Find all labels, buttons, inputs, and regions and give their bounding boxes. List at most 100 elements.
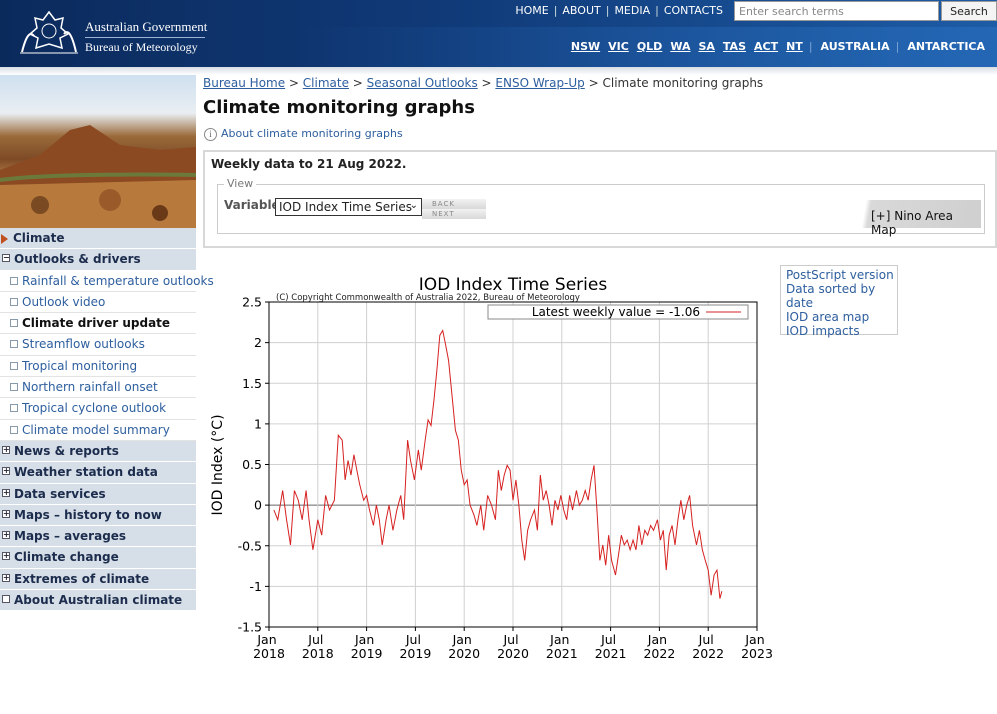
y-tick-label: 0 [254, 498, 262, 513]
breadcrumb-link[interactable]: Seasonal Outlooks [366, 76, 478, 90]
state-nav-link[interactable]: AUSTRALIA [820, 40, 890, 53]
chart-title: IOD Index Time Series [419, 275, 608, 295]
nav-group[interactable]: + Extremes of climate [0, 568, 196, 591]
nav-group[interactable]: − Outlooks & drivers [0, 249, 196, 271]
y-tick-label: 1 [254, 416, 262, 431]
search-input[interactable]: Enter search terms [734, 1, 939, 21]
nav-item-label: Climate model summary [22, 422, 170, 437]
side-link[interactable]: Data sorted by date [786, 282, 876, 310]
sidebar: Climate − Outlooks & drivers Rainfall & t… [0, 75, 214, 612]
breadcrumb-current: Climate monitoring graphs [602, 76, 764, 90]
section-heading[interactable]: Climate [0, 228, 196, 250]
state-nav-link[interactable]: VIC [608, 40, 629, 53]
nav-group[interactable]: + Data services [0, 483, 196, 505]
selected-option: IOD Index Time Series [279, 200, 412, 214]
state-nav: NSW VIC QLD WA SA TAS ACT NT | AUSTRALIA | ANTARCTI… [570, 40, 985, 53]
nav-group[interactable]: + Climate change [0, 547, 196, 569]
top-nav-link[interactable]: CONTACTS [663, 4, 723, 17]
state-nav-link[interactable]: WA [670, 40, 691, 53]
nav-item-label: Tropical monitoring [22, 358, 138, 373]
nav-item-label: Streamflow outlooks [22, 337, 145, 352]
nav-group[interactable]: + Weather station data [0, 462, 196, 484]
x-tick-label: Jan 2019 [351, 632, 383, 661]
nav-item-label: Climate driver update [22, 316, 171, 331]
nav-group[interactable]: + Maps – history to now [0, 504, 196, 527]
nav-item[interactable]: Tropical monitoring [0, 355, 196, 378]
nav-group-label: Maps – history to now [14, 507, 162, 522]
breadcrumb-link[interactable]: ENSO Wrap-Up [495, 76, 585, 90]
legend-box [487, 304, 749, 320]
sidebar-photo [0, 75, 196, 228]
header: Australian Government Bureau of Meteorol… [0, 0, 997, 67]
weekly-note: Weekly data to 21 Aug 2022. [211, 157, 407, 171]
y-tick-label: -1 [250, 579, 262, 594]
breadcrumb-link[interactable]: Climate [302, 76, 349, 90]
view-legend: View [224, 177, 257, 190]
side-link[interactable]: IOD area map [786, 310, 870, 324]
x-tick-label: Jan 2023 [741, 632, 773, 661]
y-tick-label: 2.5 [242, 295, 262, 310]
side-link[interactable]: PostScript version [786, 268, 894, 282]
nav-group-label: Data services [14, 486, 106, 501]
nav-group-label: Weather station data [14, 465, 158, 480]
x-tick-label: Jan 2021 [546, 632, 578, 661]
back-button[interactable]: BACK [422, 199, 486, 209]
nav-group-label: About Australian climate [14, 593, 183, 608]
nav-group[interactable]: About Australian climate [0, 590, 196, 612]
nav-group-label: Extremes of climate [14, 571, 150, 586]
about-link[interactable]: i About climate monitoring graphs [204, 127, 403, 141]
state-nav-link[interactable]: NSW [570, 40, 601, 53]
nav-item-label: Northern rainfall onset [22, 380, 158, 395]
legend-label: Latest weekly value = -1.06 [532, 305, 700, 319]
side-link[interactable]: IOD impacts [786, 324, 860, 338]
state-nav-link[interactable]: SA [698, 40, 715, 53]
y-tick-label: -1.5 [238, 620, 262, 635]
variable-select[interactable]: IOD Index Time Series ⌄ [275, 198, 422, 216]
crest [20, 10, 78, 54]
nav-item-label: Rainfall & temperature outlooks [22, 273, 214, 288]
top-nav: HOME | ABOUT | MEDIA | CONTACTS [515, 4, 723, 17]
x-tick-label: Jul 2021 [595, 632, 627, 661]
x-tick-label: Jan 2020 [448, 632, 480, 661]
state-nav-link[interactable]: TAS [722, 40, 746, 53]
view-fieldset [217, 184, 985, 234]
state-nav-link[interactable]: NT [786, 40, 803, 53]
chart: IOD Index Time Series(C) Copyright Commo… [210, 275, 773, 661]
nav-item[interactable]: Outlook video [0, 291, 196, 314]
top-nav-link[interactable]: HOME [515, 4, 549, 17]
nav-item[interactable]: Tropical cyclone outlook [0, 398, 196, 420]
y-tick-label: -0.5 [238, 538, 262, 553]
y-axis-label: IOD Index (°C) [210, 414, 226, 515]
top-nav-link[interactable]: ABOUT [562, 4, 601, 17]
nav-item[interactable]: Streamflow outlooks [0, 334, 196, 356]
x-tick-label: Jul 2022 [692, 632, 724, 661]
state-nav-link[interactable]: ACT [754, 40, 779, 53]
copyright: (C) Copyright Commonwealth of Australia … [276, 293, 580, 303]
state-nav-link[interactable]: QLD [636, 40, 663, 53]
x-tick-label: Jan 2022 [643, 632, 675, 661]
nav-item[interactable]: Rainfall & temperature outlooks [0, 270, 214, 292]
nav-group[interactable]: + News & reports [0, 440, 196, 463]
nino-map-toggle[interactable]: [+] Nino Area Map [856, 200, 981, 237]
top-nav-link[interactable]: MEDIA [614, 4, 651, 17]
plot-frame [268, 301, 758, 628]
breadcrumb: Bureau Home > Climate > Seasonal Outlook… [203, 76, 764, 90]
search-button[interactable]: Search [941, 1, 997, 21]
x-tick-label: Jul 2019 [399, 632, 431, 661]
nav-item[interactable]: Climate model summary [0, 419, 196, 441]
breadcrumb-link[interactable]: Bureau Home [203, 76, 286, 90]
variable-label: Variable [224, 198, 280, 212]
nav-item-label: Tropical cyclone outlook [22, 401, 167, 416]
x-tick-label: Jan 2018 [253, 632, 285, 661]
x-tick-label: Jul 2020 [497, 632, 529, 661]
next-button[interactable]: NEXT [422, 209, 486, 219]
nav-item[interactable]: Northern rainfall onset [0, 377, 196, 399]
nav-item-label: Outlook video [22, 294, 106, 309]
y-tick-label: 0.5 [242, 457, 262, 472]
nav-group[interactable]: + Maps – averages [0, 526, 196, 548]
nav-group-label: Climate change [14, 550, 119, 565]
x-tick-label: Jul 2018 [302, 632, 334, 661]
state-nav-link[interactable]: ANTARCTICA [907, 40, 985, 53]
nav-item[interactable]: Climate driver update [0, 313, 196, 335]
